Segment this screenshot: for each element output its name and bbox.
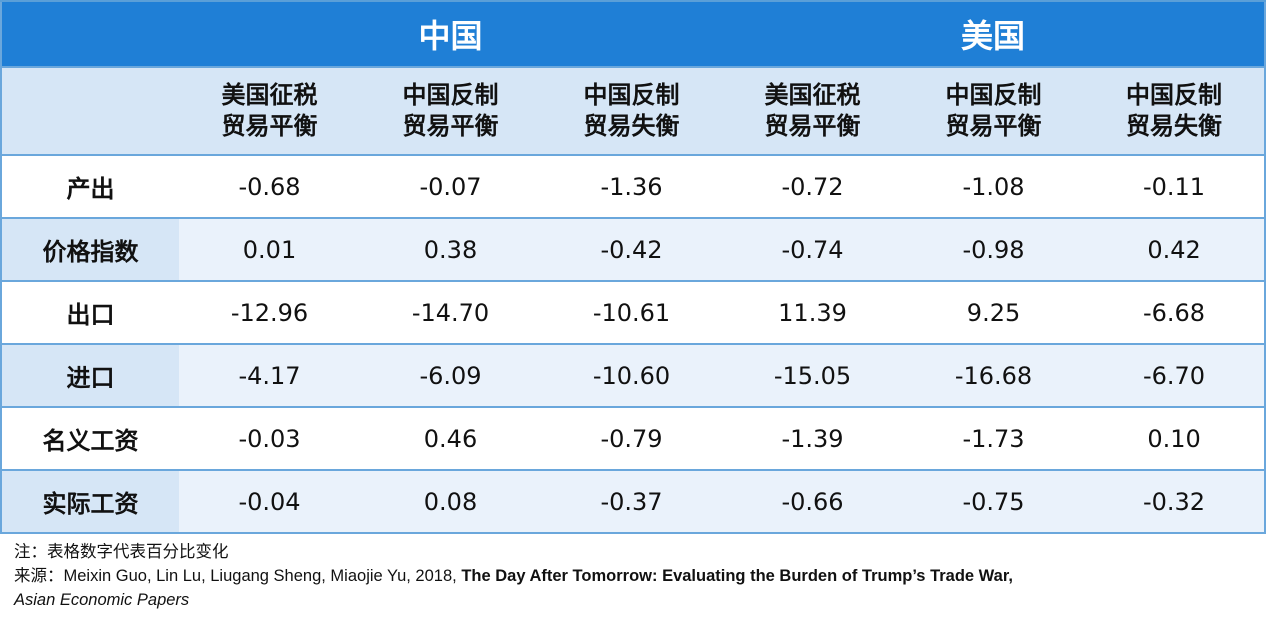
corner-cell <box>1 0 179 67</box>
table-cell: -0.32 <box>1084 470 1266 534</box>
table-cell: 0.42 <box>1084 218 1266 282</box>
table-cell: -0.98 <box>903 218 1085 282</box>
source-line: 来源：Meixin Guo, Lin Lu, Liugang Sheng, Mi… <box>14 564 1013 588</box>
table-cell: -1.73 <box>903 407 1085 471</box>
row-label: 价格指数 <box>1 218 179 282</box>
table-cell: -6.09 <box>360 344 541 408</box>
scenario-header-line1: 中国反制 <box>1126 81 1223 109</box>
scenario-header: 中国反制 贸易平衡 <box>903 66 1085 156</box>
table-row: 出口 -12.96 -14.70 -10.61 11.39 9.25 -6.68 <box>1 281 1266 345</box>
group-header-china: 中国 <box>179 0 723 67</box>
table-cell: -0.79 <box>541 407 723 471</box>
table-cell: -16.68 <box>903 344 1085 408</box>
table-cell: -1.39 <box>722 407 904 471</box>
table-cell: 0.38 <box>360 218 541 282</box>
table-cell: -4.17 <box>179 344 360 408</box>
table-cell: 9.25 <box>903 281 1085 345</box>
table-cell: -0.66 <box>722 470 904 534</box>
scenario-header-line1: 美国征税 <box>764 81 861 109</box>
table-cell: -0.42 <box>541 218 723 282</box>
scenario-header-line1: 中国反制 <box>583 81 680 109</box>
scenario-header-line1: 中国反制 <box>402 81 499 109</box>
table-notes: 注：表格数字代表百分比变化 来源：Meixin Guo, Lin Lu, Liu… <box>14 540 1013 612</box>
scenario-header-line1: 美国征税 <box>221 81 318 109</box>
scenario-header: 美国征税 贸易平衡 <box>179 66 360 156</box>
table-cell: 0.46 <box>360 407 541 471</box>
table-cell: -1.08 <box>903 155 1085 219</box>
table-cell: -12.96 <box>179 281 360 345</box>
source-authors: 来源：Meixin Guo, Lin Lu, Liugang Sheng, Mi… <box>14 567 462 585</box>
table-cell: -0.07 <box>360 155 541 219</box>
scenario-header-line2: 贸易平衡 <box>402 112 499 140</box>
table-cell: -0.72 <box>722 155 904 219</box>
table-row: 产出 -0.68 -0.07 -1.36 -0.72 -1.08 -0.11 <box>1 155 1266 219</box>
table-cell: 0.01 <box>179 218 360 282</box>
scenario-header-line2: 贸易失衡 <box>583 112 680 140</box>
table-row: 名义工资 -0.03 0.46 -0.79 -1.39 -1.73 0.10 <box>1 407 1266 471</box>
scenario-header-line2: 贸易失衡 <box>1126 112 1223 140</box>
table-cell: -1.36 <box>541 155 723 219</box>
row-label: 名义工资 <box>1 407 179 471</box>
table-cell: -0.37 <box>541 470 723 534</box>
scenario-header-line2: 贸易平衡 <box>221 112 318 140</box>
table-cell: -6.70 <box>1084 344 1266 408</box>
scenario-header-line2: 贸易平衡 <box>764 112 861 140</box>
table-row: 进口 -4.17 -6.09 -10.60 -15.05 -16.68 -6.7… <box>1 344 1266 408</box>
table-cell: -14.70 <box>360 281 541 345</box>
group-header-row: 中国 美国 <box>1 0 1266 67</box>
scenario-header: 中国反制 贸易平衡 <box>360 66 541 156</box>
results-table-container: 中国 美国 美国征税贸易平衡 中国反制贸易平衡 中国反制贸易失衡 美国征税贸易平… <box>0 0 1266 534</box>
table-cell: -0.03 <box>179 407 360 471</box>
row-label: 实际工资 <box>1 470 179 534</box>
row-label: 出口 <box>1 281 179 345</box>
table-cell: 0.08 <box>360 470 541 534</box>
scenario-header: 中国反制 贸易失衡 <box>541 66 723 156</box>
scenario-header-line2: 贸易平衡 <box>945 112 1042 140</box>
scenario-header-line1: 中国反制 <box>945 81 1042 109</box>
row-label: 进口 <box>1 344 179 408</box>
table-cell: -10.61 <box>541 281 723 345</box>
table-cell: -0.75 <box>903 470 1085 534</box>
table-row: 价格指数 0.01 0.38 -0.42 -0.74 -0.98 0.42 <box>1 218 1266 282</box>
table-cell: 0.10 <box>1084 407 1266 471</box>
table-cell: -0.68 <box>179 155 360 219</box>
source-journal: Asian Economic Papers <box>14 591 190 609</box>
scenario-header-row: 美国征税贸易平衡 中国反制贸易平衡 中国反制贸易失衡 美国征税贸易平衡 中国反制… <box>1 66 1266 156</box>
table-cell: -0.74 <box>722 218 904 282</box>
group-header-usa: 美国 <box>722 0 1266 67</box>
table-cell: -6.68 <box>1084 281 1266 345</box>
scenario-header: 美国征税 贸易平衡 <box>722 66 904 156</box>
table-row: 实际工资 -0.04 0.08 -0.37 -0.66 -0.75 -0.32 <box>1 470 1266 534</box>
row-label: 产出 <box>1 155 179 219</box>
table-cell: -0.04 <box>179 470 360 534</box>
results-table: 中国 美国 美国征税贸易平衡 中国反制贸易平衡 中国反制贸易失衡 美国征税贸易平… <box>0 0 1266 534</box>
scenario-header: 中国反制 贸易失衡 <box>1084 66 1266 156</box>
corner-cell <box>1 66 179 156</box>
table-cell: -15.05 <box>722 344 904 408</box>
table-cell: -10.60 <box>541 344 723 408</box>
source-title: The Day After Tomorrow: Evaluating the B… <box>461 567 1013 585</box>
table-cell: -0.11 <box>1084 155 1266 219</box>
note-line: 注：表格数字代表百分比变化 <box>14 543 229 561</box>
table-cell: 11.39 <box>722 281 904 345</box>
